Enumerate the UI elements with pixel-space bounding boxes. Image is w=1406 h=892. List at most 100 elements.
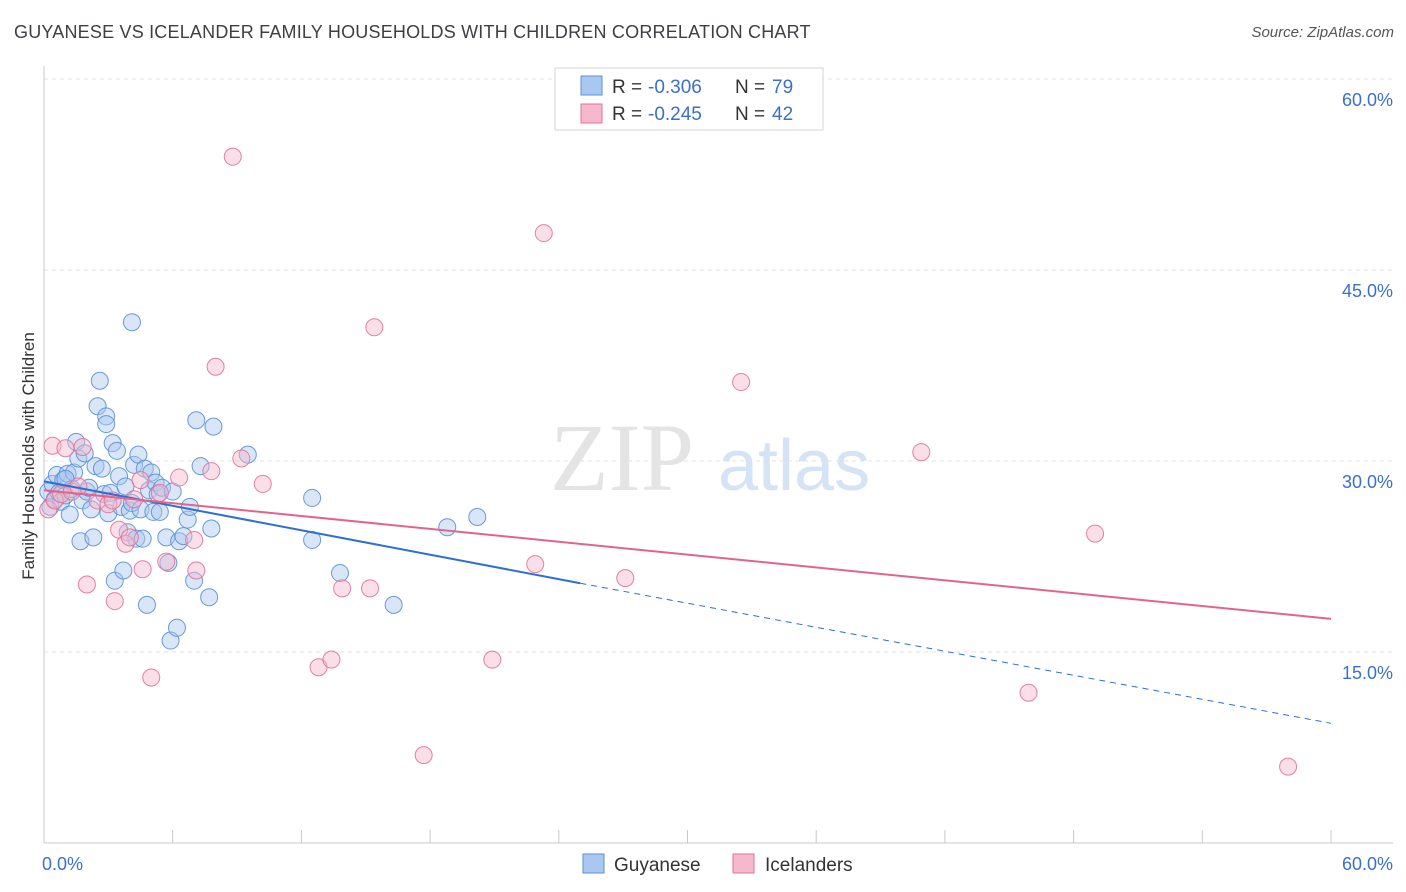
bottom-legend-guyanese: Guyanese: [614, 855, 701, 876]
icelanders-point: [732, 373, 751, 392]
bottom-legend-swatch-guyanese: [582, 853, 605, 874]
icelanders-point: [526, 555, 545, 574]
icelanders-point: [202, 462, 221, 481]
bottom-legend-swatch-icelanders: [732, 853, 755, 874]
icelanders-point: [483, 650, 502, 669]
guyanese-point: [468, 508, 487, 527]
guyanese-point: [137, 595, 156, 614]
icelanders-point: [39, 500, 58, 519]
icelanders-point: [534, 224, 553, 243]
guyanese-point: [174, 527, 193, 546]
guyanese-point: [90, 371, 109, 390]
legend-r-value-1: -0.306: [648, 77, 702, 98]
y-tick-labels: 15.0% 30.0% 45.0% 60.0%: [1342, 90, 1393, 683]
legend-n-label-1: N =: [735, 77, 765, 98]
legend-swatch-pink: [580, 103, 603, 124]
y-tick-label-2: 45.0%: [1342, 281, 1393, 301]
icelanders-point: [322, 650, 341, 669]
icelanders-point: [414, 746, 433, 765]
legend-swatch-blue: [580, 75, 603, 96]
source-label: Source: ZipAtlas.com: [1251, 24, 1394, 41]
icelanders-point: [223, 147, 242, 166]
guyanese-point: [92, 459, 111, 478]
y-axis-title: Family Households with Children: [19, 332, 38, 580]
bottom-legend: Guyanese Icelanders: [582, 853, 853, 876]
legend-r-value-2: -0.245: [648, 104, 702, 125]
legend-n-value-2: 42: [772, 104, 793, 125]
trend-lines: [43, 480, 1332, 724]
series-guyanese-points: [39, 313, 487, 650]
guyanese-point: [127, 529, 146, 548]
icelanders-point: [56, 439, 75, 458]
icelanders-point: [105, 592, 124, 611]
guyanese-point: [97, 407, 116, 426]
guyanese-point: [142, 463, 161, 482]
icelanders-point: [1086, 524, 1105, 543]
icelanders-point: [1019, 683, 1038, 702]
guyanese-point: [122, 313, 141, 332]
icelanders-point: [187, 561, 206, 580]
guyanese-point: [125, 455, 144, 474]
icelanders-point: [206, 357, 225, 376]
icelanders-point: [361, 579, 380, 598]
watermark-zip: ZIP: [550, 404, 694, 511]
bottom-legend-icelanders: Icelanders: [765, 855, 853, 876]
y-tick-label-0: 15.0%: [1342, 663, 1393, 683]
icelanders-point: [253, 474, 272, 493]
guyanese-point: [191, 457, 210, 476]
guyanese-point: [204, 417, 223, 436]
guyanese-point: [384, 595, 403, 614]
legend-box: R = -0.306 N = 79 R = -0.245 N = 42: [554, 67, 824, 131]
guyanese-point: [180, 497, 199, 516]
guyanese-point: [107, 441, 126, 460]
watermark-atlas: atlas: [718, 426, 870, 506]
icelanders-point: [157, 552, 176, 571]
icelanders-point: [150, 483, 169, 502]
icelanders-trend-line: [43, 489, 1332, 620]
icelanders-point: [77, 575, 96, 594]
guyanese-point: [60, 505, 79, 524]
icelanders-point: [73, 437, 92, 456]
guyanese-point: [303, 488, 322, 507]
y-tick-label-3: 60.0%: [1342, 90, 1393, 110]
icelanders-point: [131, 471, 150, 490]
y-tick-label-1: 30.0%: [1342, 472, 1393, 492]
guyanese-trend-extension: [580, 582, 1332, 724]
icelanders-point: [333, 579, 352, 598]
legend-n-label-2: N =: [735, 104, 765, 125]
legend-r-label-2: R =: [612, 104, 642, 125]
x-tick-label-min: 0.0%: [42, 854, 83, 874]
gridlines: [44, 78, 1393, 653]
icelanders-point: [185, 530, 204, 549]
icelanders-point: [616, 569, 635, 588]
icelanders-point: [142, 668, 161, 687]
icelanders-point: [232, 449, 251, 468]
guyanese-point: [150, 502, 169, 521]
guyanese-point: [133, 529, 152, 548]
guyanese-point: [200, 588, 219, 607]
guyanese-point: [438, 518, 457, 537]
guyanese-point: [110, 467, 129, 486]
guyanese-point: [82, 500, 101, 519]
x-tick-label-max: 60.0%: [1342, 854, 1393, 874]
guyanese-point: [144, 502, 163, 521]
icelanders-point: [120, 528, 139, 547]
guyanese-point: [187, 411, 206, 430]
legend-r-label-1: R =: [612, 77, 642, 98]
guyanese-point: [202, 519, 221, 538]
guyanese-point: [84, 528, 103, 547]
icelanders-point: [912, 443, 931, 462]
chart-title: GUYANESE VS ICELANDER FAMILY HOUSEHOLDS …: [14, 22, 811, 42]
icelanders-point: [170, 468, 189, 487]
guyanese-point: [331, 564, 350, 583]
icelanders-point: [1279, 757, 1298, 776]
guyanese-point: [116, 477, 135, 496]
legend-n-value-1: 79: [772, 77, 793, 98]
guyanese-point: [114, 561, 133, 580]
guyanese-point: [97, 415, 116, 434]
guyanese-point: [167, 618, 186, 637]
icelanders-point: [365, 318, 384, 337]
icelanders-point: [133, 560, 152, 579]
axes: [43, 66, 1393, 844]
